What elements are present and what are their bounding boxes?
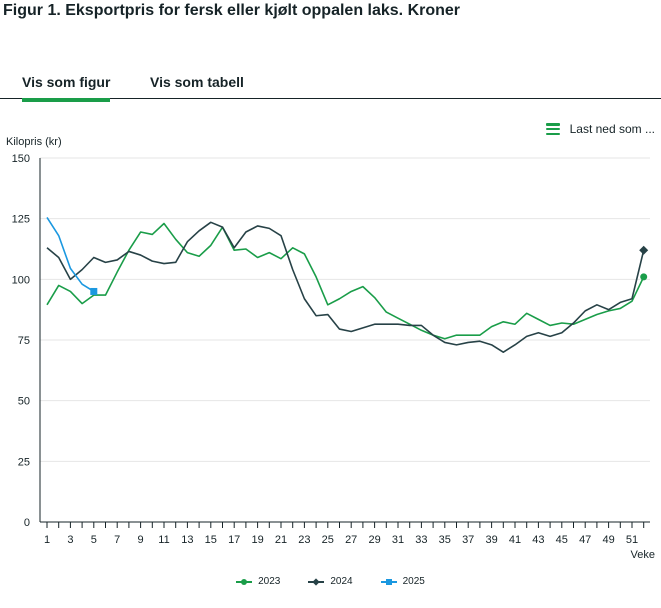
x-tick-label: 15 bbox=[205, 534, 217, 546]
chart-legend: 2023 2024 2025 bbox=[0, 576, 661, 587]
y-tick-label: 125 bbox=[12, 214, 30, 226]
x-tick-label: 35 bbox=[439, 534, 451, 546]
series-line-2025 bbox=[46, 217, 95, 293]
legend-item-2023[interactable]: 2023 bbox=[236, 576, 280, 587]
chart-title: Figur 1. Eksportpris for fersk eller kjø… bbox=[3, 2, 461, 19]
view-tabs: Vis som figur Vis som tabell bbox=[0, 70, 661, 102]
series-end-marker-2025 bbox=[90, 287, 98, 295]
x-tick-label: 49 bbox=[602, 534, 614, 546]
legend-label: 2024 bbox=[330, 576, 353, 587]
x-tick-label: 51 bbox=[626, 534, 638, 546]
tab-show-as-table[interactable]: Vis som tabell bbox=[150, 74, 244, 90]
y-tick-label: 0 bbox=[24, 517, 30, 529]
x-tick-label: 1 bbox=[44, 534, 50, 546]
x-tick-label: 31 bbox=[392, 534, 404, 546]
series-end-marker-2023 bbox=[640, 273, 648, 281]
hamburger-menu-icon bbox=[545, 123, 560, 135]
x-tick-label: 11 bbox=[158, 534, 169, 546]
legend-swatch-icon bbox=[308, 577, 325, 586]
download-button[interactable]: Last ned som ... bbox=[545, 122, 655, 136]
x-tick-label: 47 bbox=[579, 534, 591, 546]
series-end-marker-2024 bbox=[639, 245, 649, 255]
x-tick-label: 19 bbox=[251, 534, 263, 546]
x-tick-label: 5 bbox=[91, 534, 97, 546]
x-tick-label: 25 bbox=[322, 534, 334, 546]
x-tick-label: 3 bbox=[67, 534, 73, 546]
x-tick-label: 37 bbox=[462, 534, 474, 546]
x-tick-label: 33 bbox=[415, 534, 427, 546]
x-tick-label: 39 bbox=[485, 534, 497, 546]
x-tick-label: 29 bbox=[368, 534, 380, 546]
legend-label: 2023 bbox=[258, 576, 281, 587]
y-tick-label: 25 bbox=[18, 456, 30, 468]
legend-swatch-icon bbox=[236, 578, 253, 586]
x-tick-label: 17 bbox=[228, 534, 240, 546]
x-tick-label: 9 bbox=[138, 534, 144, 546]
y-tick-label: 50 bbox=[18, 396, 30, 408]
y-axis-label: Kilopris (kr) bbox=[6, 136, 62, 148]
y-tick-label: 100 bbox=[12, 274, 30, 286]
x-axis-label: Veke bbox=[631, 549, 655, 561]
x-tick-label: 27 bbox=[345, 534, 357, 546]
legend-label: 2025 bbox=[402, 576, 425, 587]
legend-item-2024[interactable]: 2024 bbox=[308, 576, 353, 587]
x-tick-label: 23 bbox=[298, 534, 310, 546]
x-tick-label: 7 bbox=[114, 534, 120, 546]
x-tick-label: 13 bbox=[181, 534, 193, 546]
x-tick-label: 45 bbox=[556, 534, 568, 546]
x-tick-label: 43 bbox=[532, 534, 544, 546]
legend-swatch-icon bbox=[380, 578, 397, 586]
series-line-2023 bbox=[46, 222, 645, 340]
series-line-2024 bbox=[46, 221, 645, 353]
y-tick-label: 150 bbox=[12, 153, 30, 165]
legend-item-2025[interactable]: 2025 bbox=[380, 576, 425, 587]
tab-show-as-figure[interactable]: Vis som figur bbox=[22, 74, 111, 102]
download-label: Last ned som ... bbox=[569, 122, 655, 136]
x-tick-label: 41 bbox=[509, 534, 521, 546]
y-tick-label: 75 bbox=[18, 335, 30, 347]
x-tick-label: 21 bbox=[275, 534, 287, 546]
